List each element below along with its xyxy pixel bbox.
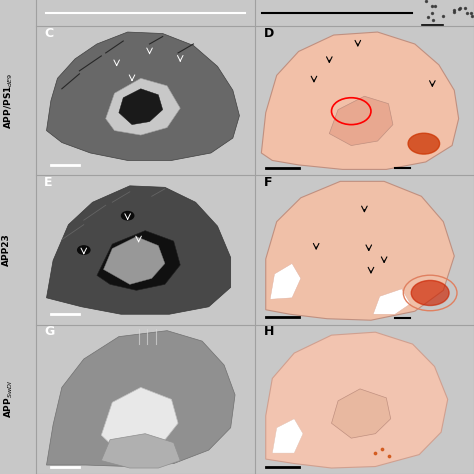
Polygon shape: [46, 331, 235, 466]
Circle shape: [121, 211, 134, 220]
Point: [463, 9, 470, 17]
Text: D: D: [264, 27, 274, 39]
Text: F: F: [264, 176, 272, 189]
Point: [378, 445, 386, 452]
Point: [439, 12, 447, 20]
Polygon shape: [272, 419, 303, 453]
Point: [422, 0, 429, 5]
Point: [372, 449, 379, 457]
Text: C: C: [44, 27, 54, 39]
Point: [468, 12, 474, 19]
Text: APP/PS1$_{dE9}$: APP/PS1$_{dE9}$: [2, 73, 15, 129]
Point: [428, 2, 436, 9]
Polygon shape: [97, 231, 180, 291]
Text: APP23: APP23: [2, 234, 11, 266]
Point: [456, 4, 464, 11]
Circle shape: [78, 246, 90, 254]
Polygon shape: [373, 289, 410, 314]
Polygon shape: [103, 237, 165, 284]
Polygon shape: [46, 186, 231, 314]
Point: [467, 9, 474, 17]
Point: [385, 452, 392, 460]
Polygon shape: [266, 332, 447, 468]
Polygon shape: [331, 389, 391, 438]
Point: [431, 2, 439, 10]
Polygon shape: [101, 387, 178, 448]
Polygon shape: [266, 182, 454, 320]
Point: [428, 9, 436, 17]
Text: H: H: [264, 325, 274, 338]
Point: [455, 6, 463, 13]
Polygon shape: [261, 32, 459, 169]
Polygon shape: [46, 32, 239, 161]
Polygon shape: [119, 89, 163, 125]
Polygon shape: [106, 78, 180, 135]
Point: [450, 8, 457, 16]
Point: [450, 6, 457, 14]
Point: [424, 13, 431, 21]
Text: G: G: [44, 325, 55, 338]
Polygon shape: [101, 434, 180, 468]
Polygon shape: [270, 264, 301, 299]
Point: [461, 4, 469, 12]
Text: APP$_{SwDI}$: APP$_{SwDI}$: [2, 380, 15, 419]
Text: E: E: [44, 176, 53, 189]
Point: [430, 16, 438, 23]
Polygon shape: [329, 96, 393, 146]
